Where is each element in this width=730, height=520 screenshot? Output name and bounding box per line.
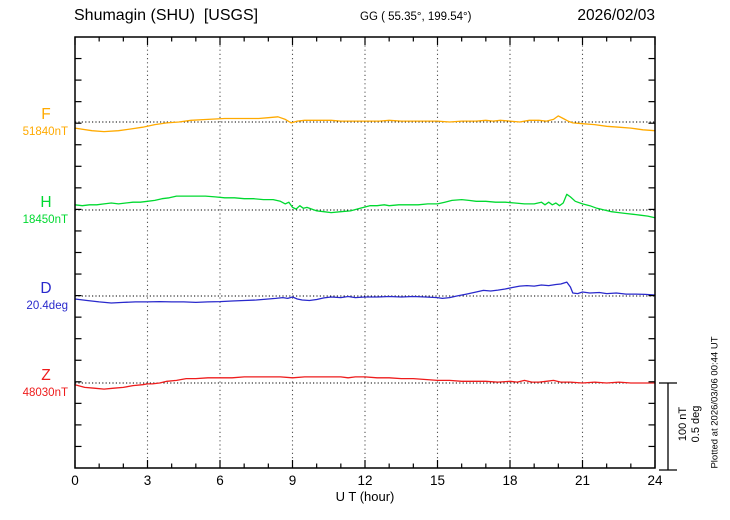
channel-label-Z: Z <box>41 367 51 384</box>
channel-baseline-value-Z: 48030nT <box>22 387 68 399</box>
plotted-at-timestamp: Plotted at 2026/03/06 00:44 UT <box>709 336 721 469</box>
geographic-coordinates: GG ( 55.35°, 199.54°) <box>360 11 472 23</box>
channel-baseline-value-D: 20.4deg <box>26 300 68 312</box>
page-title: Shumagin (SHU) [USGS] <box>74 7 259 24</box>
scale-bar-label: 100 nT 0.5 deg <box>677 403 703 445</box>
channel-label-F: F <box>41 106 51 123</box>
channel-label-D: D <box>40 280 52 297</box>
x-axis-label: U T (hour) <box>335 489 395 504</box>
trace-D <box>74 281 656 304</box>
x-tick-label: 24 <box>647 473 663 488</box>
scale-bar-nt-label: 100 nT <box>677 406 689 442</box>
observation-date: 2026/02/03 <box>577 7 655 24</box>
x-tick-label: 15 <box>429 473 446 488</box>
x-tick-label: 9 <box>288 473 297 488</box>
x-tick-label: 3 <box>143 473 152 488</box>
channel-baseline-value-F: 51840nT <box>22 126 68 138</box>
trace-Z <box>74 376 656 390</box>
x-tick-label: 12 <box>357 473 373 488</box>
x-tick-label: 6 <box>216 473 224 488</box>
x-tick-label: 18 <box>502 473 518 488</box>
channel-label-H: H <box>40 194 52 211</box>
channel-baseline-value-H: 18450nT <box>22 214 68 226</box>
trace-H <box>74 193 656 219</box>
x-tick-label: 21 <box>574 473 591 488</box>
x-tick-label: 0 <box>71 473 79 488</box>
trace-F <box>74 115 656 133</box>
scale-bar-deg-label: 0.5 deg <box>689 405 702 443</box>
